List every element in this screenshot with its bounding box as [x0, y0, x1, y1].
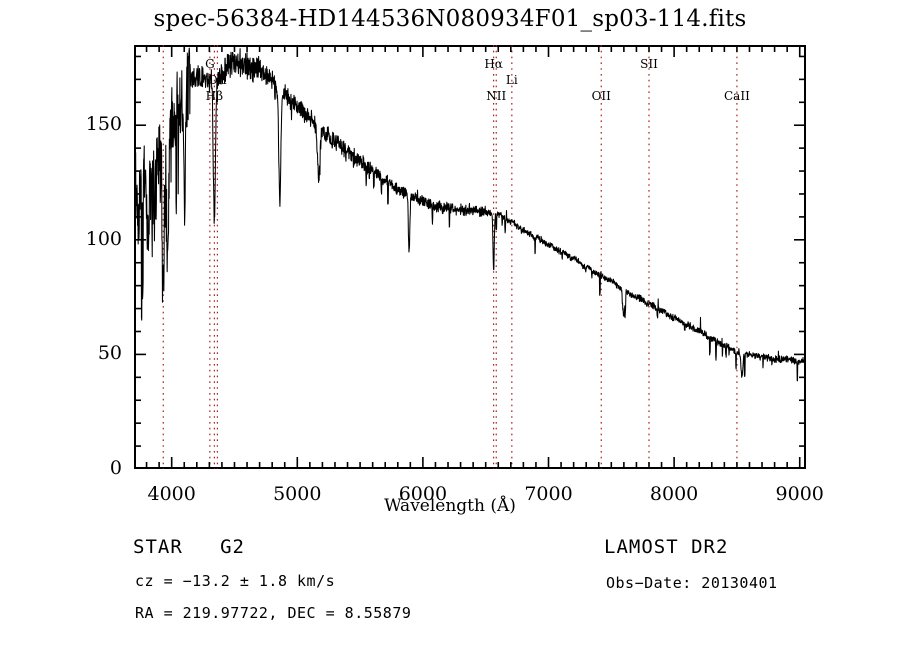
- line-label-SII: SII: [640, 57, 658, 71]
- line-label-OII-red: OII: [591, 89, 611, 103]
- survey-label: LAMOST DR2: [604, 536, 729, 558]
- object-class: STAR: [133, 536, 183, 558]
- y-tick-label-100: 100: [85, 227, 122, 250]
- x-tick-label-7000: 7000: [524, 483, 573, 505]
- x-tick-label-9000: 9000: [775, 483, 824, 505]
- x-tick-label-5000: 5000: [273, 483, 322, 505]
- coordinates-value: RA = 219.97722, DEC = 8.55879: [135, 604, 412, 622]
- line-label-Hbeta: Hβ: [205, 89, 224, 103]
- line-label-G-band: G: [205, 57, 215, 71]
- x-tick-label-4000: 4000: [147, 483, 196, 505]
- spectrum-canvas: [134, 45, 806, 469]
- y-tick-label-0: 0: [109, 457, 122, 479]
- spectral-type: G2: [220, 536, 245, 558]
- spectrum-trace: [134, 47, 806, 382]
- line-label-Li: Li: [505, 73, 518, 87]
- cz-value: cz = −13.2 ± 1.8 km/s: [135, 572, 336, 590]
- plot-area: [134, 45, 806, 469]
- y-tick-label-50: 50: [97, 342, 122, 365]
- obs-date-value: Obs−Date: 20130401: [606, 574, 778, 592]
- x-tick-label-8000: 8000: [649, 483, 699, 505]
- x-axis-title: Wavelength (Å): [384, 496, 516, 516]
- object-class-label: STAR G2: [133, 536, 245, 558]
- line-label-OII-blue: OII: [207, 73, 228, 87]
- line-label-NII: NII: [486, 89, 507, 103]
- y-tick-label-150: 150: [85, 113, 122, 136]
- line-label-Halpha: Hα: [484, 57, 503, 71]
- x-tick-label-6000: 6000: [398, 483, 448, 505]
- page-title: spec-56384-HD144536N080934F01_sp03-114.f…: [153, 6, 747, 32]
- line-label-CaII: CaII: [723, 89, 750, 103]
- plot-frame: [134, 45, 806, 469]
